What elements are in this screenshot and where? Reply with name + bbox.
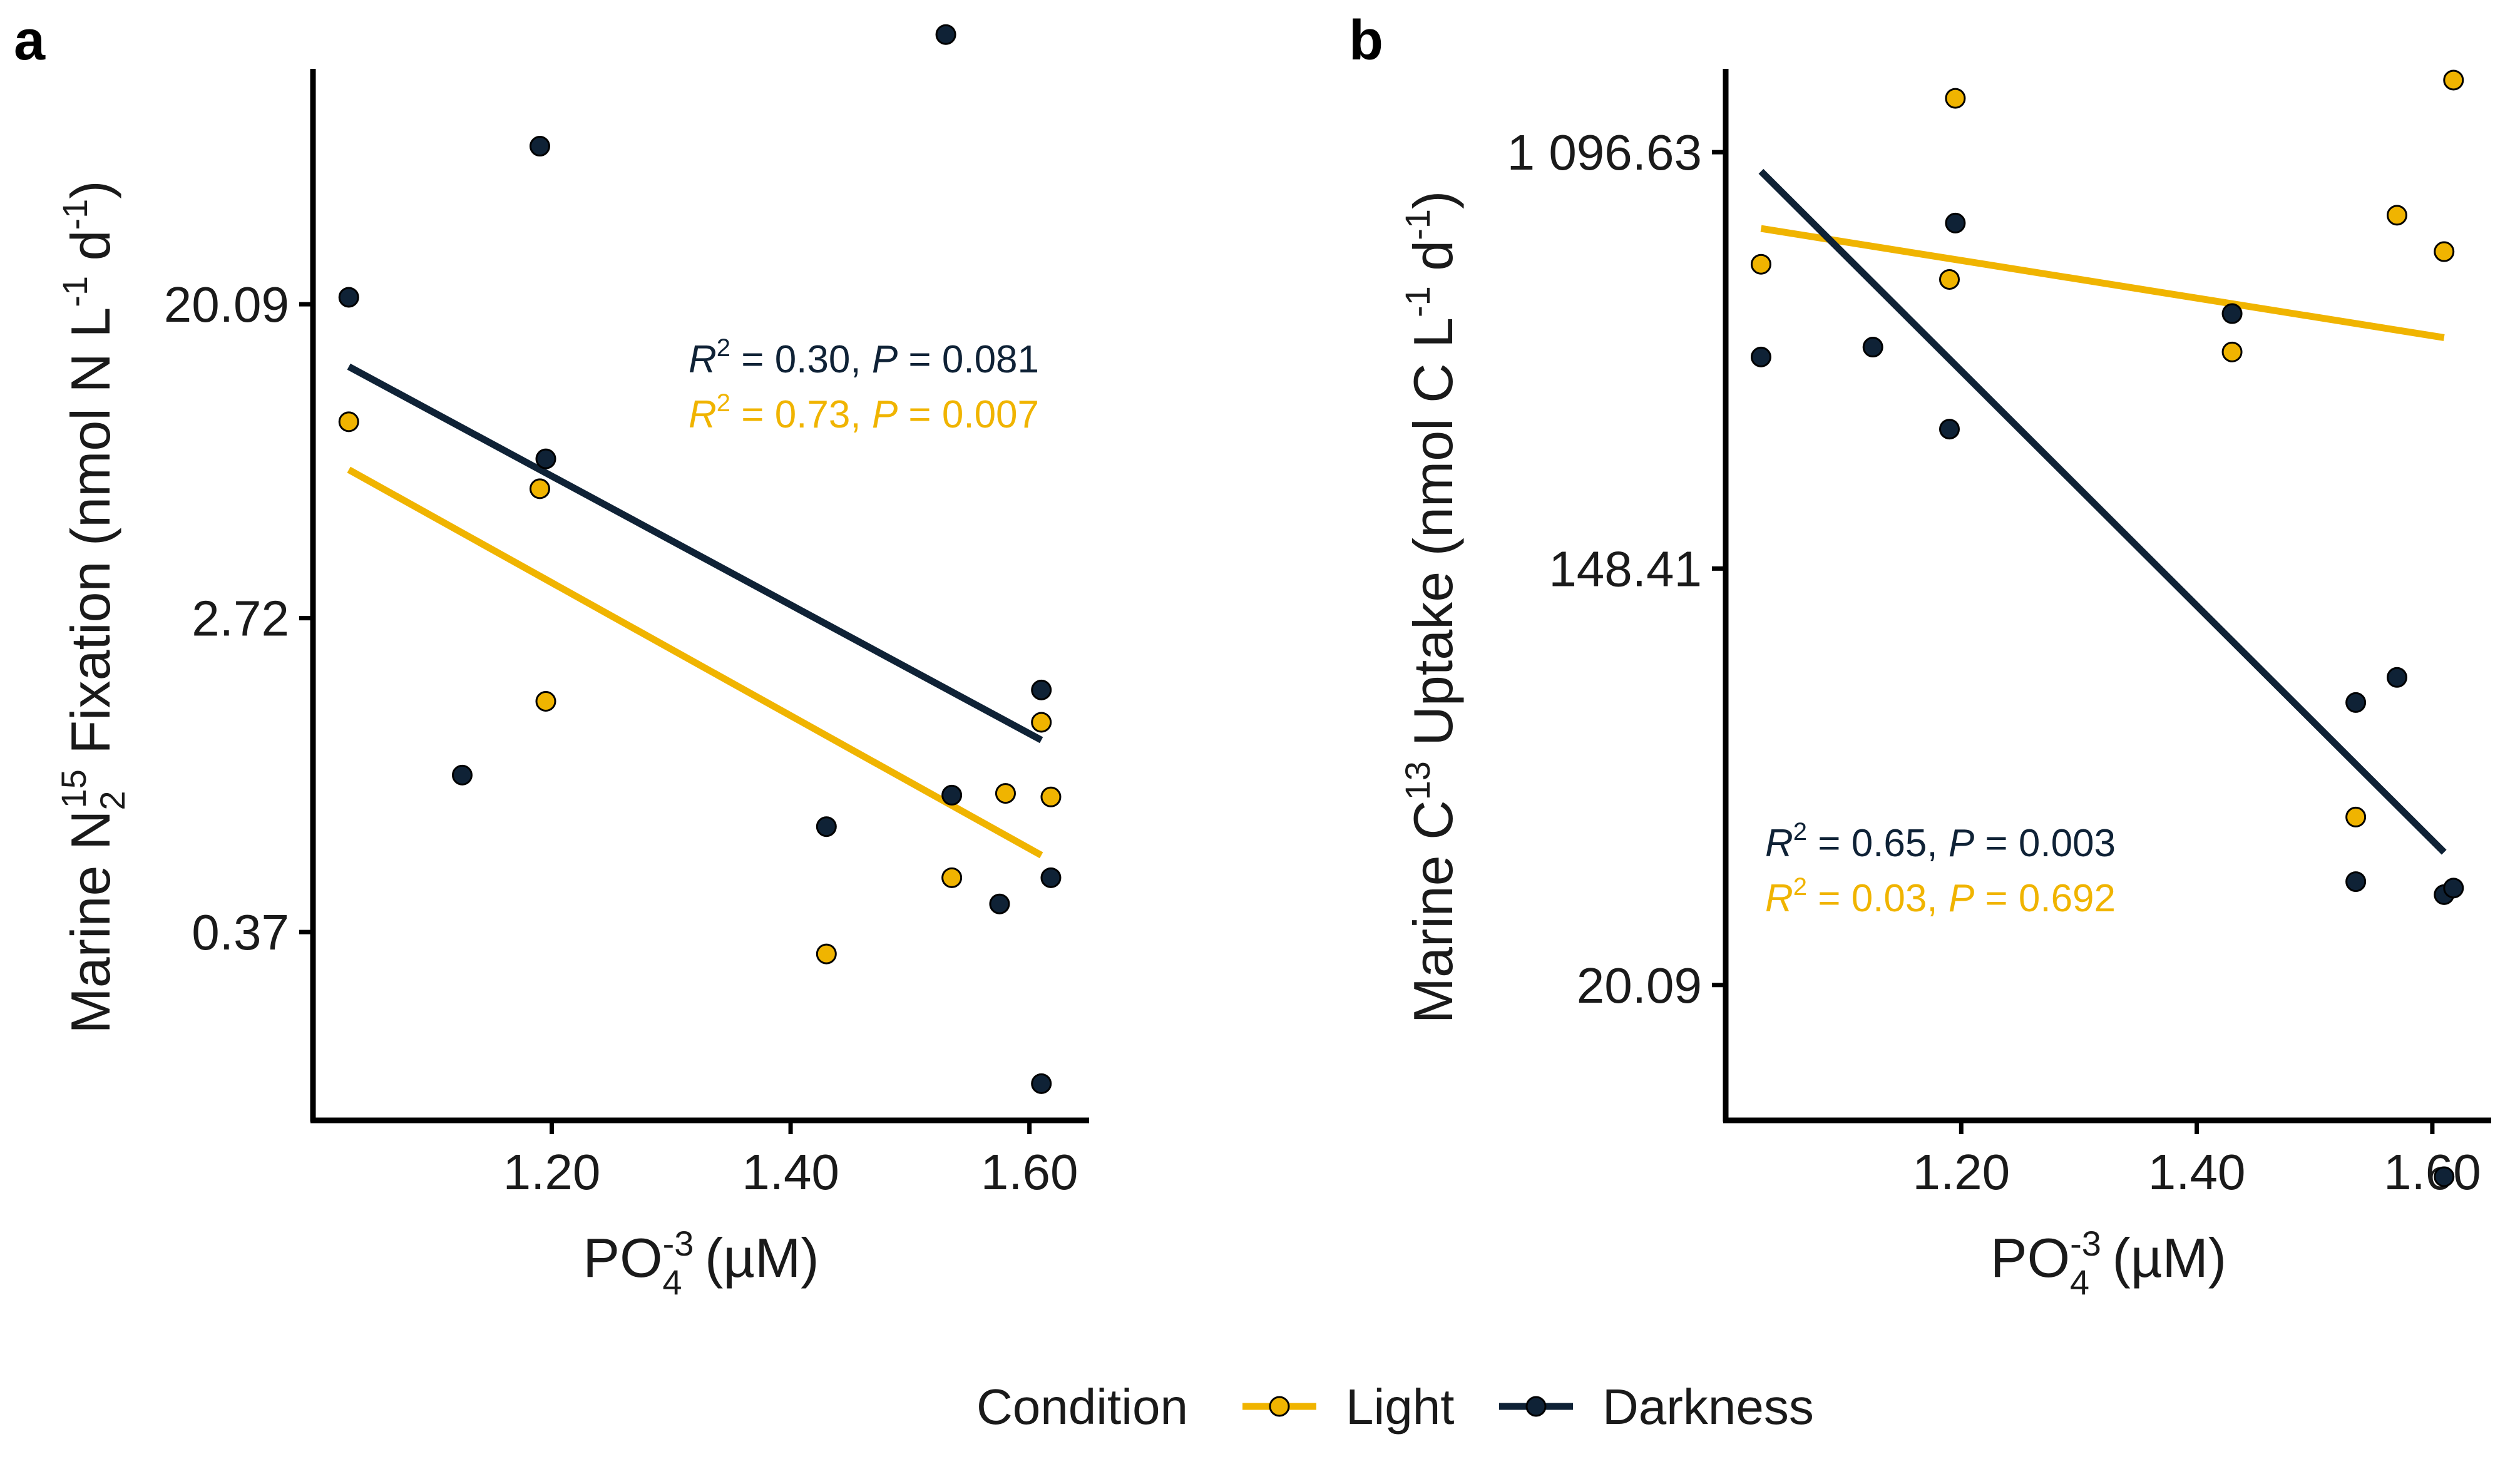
- fit-line-light: [1760, 225, 2445, 341]
- x-tick-label: 1.20: [1912, 1144, 2010, 1200]
- annotation-darkness: R2 = 0.30, P = 0.081: [689, 334, 1039, 381]
- data-point-light: [1031, 712, 1052, 733]
- data-point-darkness: [2443, 878, 2464, 899]
- x-axis-title: PO-3 4 (µM): [583, 1224, 819, 1302]
- data-point-light: [1750, 253, 1771, 275]
- legend-title: Condition: [976, 1379, 1188, 1435]
- legend: Condition Light Darkness: [976, 1379, 1814, 1435]
- legend-label-darkness: Darkness: [1602, 1379, 1814, 1435]
- y-tick-label: 1 096.63: [1507, 125, 1702, 180]
- x-tick-label: 1.60: [2384, 1144, 2481, 1200]
- x-tick-label: 1.60: [981, 1144, 1078, 1200]
- y-tick-label: 20.09: [1577, 958, 1702, 1013]
- data-point-light: [529, 478, 550, 499]
- x-tick-label: 1.40: [2148, 1144, 2246, 1200]
- data-point-darkness: [1945, 212, 1966, 233]
- data-point-darkness: [1750, 346, 1771, 367]
- data-point-darkness: [935, 24, 956, 45]
- y-tick-label: 148.41: [1549, 541, 1702, 596]
- data-point-darkness: [2386, 667, 2407, 688]
- chart-panel-a: a 1.20 1.40 1.60 0.37 2.72 20.09 PO-3 4 (µM) Mari…: [14, 9, 1089, 1302]
- y-tick-label: 20.09: [164, 277, 289, 332]
- annotation-darkness: R2 = 0.65, P = 0.003: [1765, 818, 2116, 865]
- data-point-darkness: [1031, 679, 1052, 700]
- data-point-darkness: [1939, 419, 1960, 440]
- data-point-darkness: [2345, 692, 2367, 713]
- data-point-light: [1040, 786, 1062, 807]
- data-point-light: [2345, 806, 2367, 827]
- data-point-darkness: [1862, 337, 1883, 358]
- panel-letter: a: [14, 9, 46, 72]
- annotation-light: R2 = 0.73, P = 0.007: [689, 389, 1039, 436]
- data-point-darkness: [2434, 1166, 2455, 1187]
- data-point-darkness: [535, 448, 556, 469]
- data-point-light: [2443, 69, 2464, 91]
- data-point-light: [2386, 205, 2407, 226]
- data-point-darkness: [1040, 867, 1062, 888]
- data-point-darkness: [2345, 871, 2367, 893]
- x-tick-label: 1.40: [742, 1144, 839, 1200]
- x-tick-label: 1.20: [503, 1144, 601, 1200]
- data-point-light: [2434, 241, 2455, 262]
- data-point-darkness: [989, 893, 1010, 914]
- data-point-darkness: [529, 136, 550, 157]
- chart-panel-b: b 1.20 1.40 1.60 20.09 148.41 1 096.63 PO-3 4 (µ…: [1349, 9, 2491, 1302]
- y-axis-title: Marine C13 Uptake (nmol C L-1 d-1): [1398, 191, 1464, 1024]
- legend-label-light: Light: [1346, 1379, 1454, 1435]
- data-point-light: [995, 783, 1016, 804]
- y-tick-label: 2.72: [192, 591, 289, 647]
- data-point-darkness: [816, 816, 837, 837]
- data-point-light: [535, 691, 556, 712]
- data-point-light: [1945, 88, 1966, 109]
- fit-line-darkness: [347, 363, 1043, 744]
- data-point-darkness: [338, 287, 359, 308]
- y-tick-label: 0.37: [192, 904, 289, 960]
- legend-key-point-light: [1269, 1396, 1290, 1417]
- data-point-light: [1939, 269, 1960, 290]
- fit-line-light: [347, 466, 1043, 859]
- data-point-light: [816, 943, 837, 965]
- annotation-light: R2 = 0.03, P = 0.692: [1765, 873, 2116, 920]
- data-point-darkness: [451, 764, 473, 786]
- fit-line-darkness: [1758, 168, 2447, 855]
- x-axis-title: PO-3 4 (µM): [1990, 1224, 2226, 1302]
- data-point-light: [2221, 341, 2243, 362]
- legend-key-point-darkness: [1525, 1396, 1547, 1417]
- data-point-light: [338, 411, 359, 433]
- panel-letter: b: [1349, 9, 1383, 72]
- data-point-darkness: [2221, 303, 2243, 324]
- y-axis-title: Marine N215 Fixation (nmol N L-1 d-1): [54, 180, 132, 1033]
- data-point-light: [941, 867, 963, 888]
- data-point-darkness: [1031, 1073, 1052, 1094]
- data-point-darkness: [941, 784, 963, 806]
